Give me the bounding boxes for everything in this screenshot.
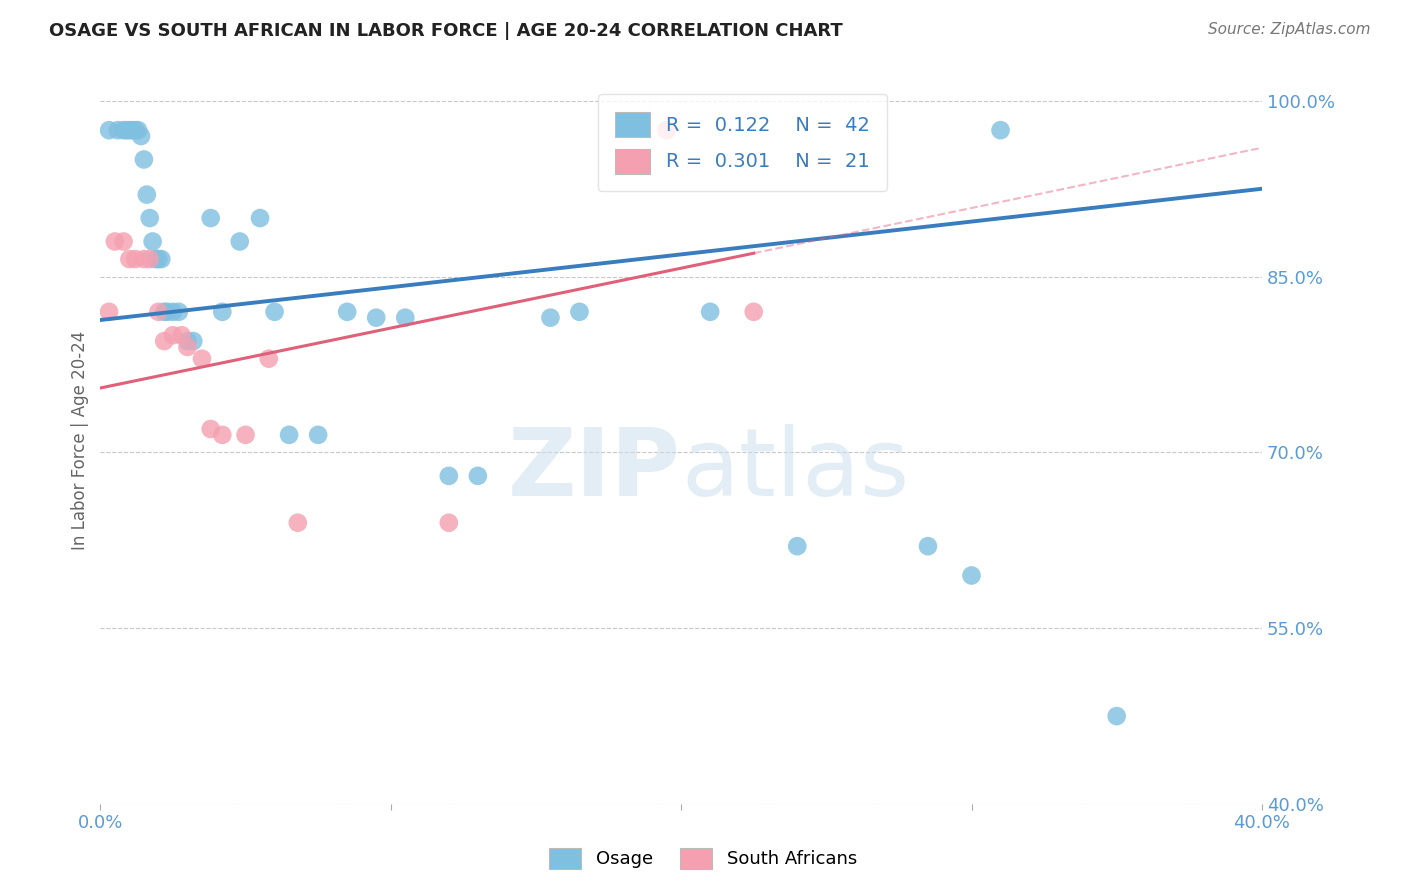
- Point: [229, 235, 252, 249]
- Point: [162, 305, 184, 319]
- Point: [786, 539, 808, 553]
- Point: [655, 123, 678, 137]
- Point: [394, 310, 416, 325]
- Point: [257, 351, 280, 366]
- Point: [211, 428, 233, 442]
- Point: [124, 123, 146, 137]
- Text: atlas: atlas: [681, 424, 910, 516]
- Point: [112, 123, 135, 137]
- Point: [366, 310, 388, 325]
- Point: [148, 305, 170, 319]
- Text: OSAGE VS SOUTH AFRICAN IN LABOR FORCE | AGE 20-24 CORRELATION CHART: OSAGE VS SOUTH AFRICAN IN LABOR FORCE | …: [49, 22, 844, 40]
- Point: [167, 305, 190, 319]
- Point: [148, 252, 170, 266]
- Point: [176, 340, 198, 354]
- Point: [917, 539, 939, 553]
- Point: [181, 334, 204, 348]
- Point: [127, 123, 149, 137]
- Point: [235, 428, 257, 442]
- Point: [118, 252, 141, 266]
- Point: [107, 123, 129, 137]
- Point: [124, 252, 146, 266]
- Point: [336, 305, 359, 319]
- Point: [1105, 709, 1128, 723]
- Point: [132, 153, 155, 167]
- Legend: R =  0.122    N =  42, R =  0.301    N =  21: R = 0.122 N = 42, R = 0.301 N = 21: [598, 95, 887, 191]
- Point: [129, 129, 152, 144]
- Point: [132, 252, 155, 266]
- Point: [118, 123, 141, 137]
- Text: Source: ZipAtlas.com: Source: ZipAtlas.com: [1208, 22, 1371, 37]
- Point: [307, 428, 329, 442]
- Point: [200, 211, 222, 225]
- Point: [121, 123, 143, 137]
- Point: [278, 428, 301, 442]
- Point: [437, 516, 460, 530]
- Point: [153, 305, 176, 319]
- Point: [156, 305, 179, 319]
- Point: [112, 235, 135, 249]
- Point: [263, 305, 285, 319]
- Point: [150, 252, 173, 266]
- Point: [211, 305, 233, 319]
- Point: [98, 123, 121, 137]
- Point: [568, 305, 591, 319]
- Point: [176, 334, 198, 348]
- Point: [200, 422, 222, 436]
- Point: [115, 123, 138, 137]
- Point: [153, 334, 176, 348]
- Point: [467, 468, 489, 483]
- Point: [142, 235, 165, 249]
- Point: [104, 235, 127, 249]
- Point: [135, 187, 157, 202]
- Point: [960, 568, 983, 582]
- Point: [287, 516, 309, 530]
- Point: [742, 305, 765, 319]
- Legend: Osage, South Africans: Osage, South Africans: [541, 840, 865, 876]
- Point: [437, 468, 460, 483]
- Point: [540, 310, 562, 325]
- Point: [990, 123, 1012, 137]
- Point: [699, 305, 721, 319]
- Point: [138, 211, 160, 225]
- Point: [170, 328, 193, 343]
- Point: [145, 252, 167, 266]
- Point: [98, 305, 121, 319]
- Y-axis label: In Labor Force | Age 20-24: In Labor Force | Age 20-24: [72, 331, 89, 550]
- Point: [191, 351, 214, 366]
- Point: [162, 328, 184, 343]
- Point: [138, 252, 160, 266]
- Text: ZIP: ZIP: [508, 424, 681, 516]
- Point: [249, 211, 271, 225]
